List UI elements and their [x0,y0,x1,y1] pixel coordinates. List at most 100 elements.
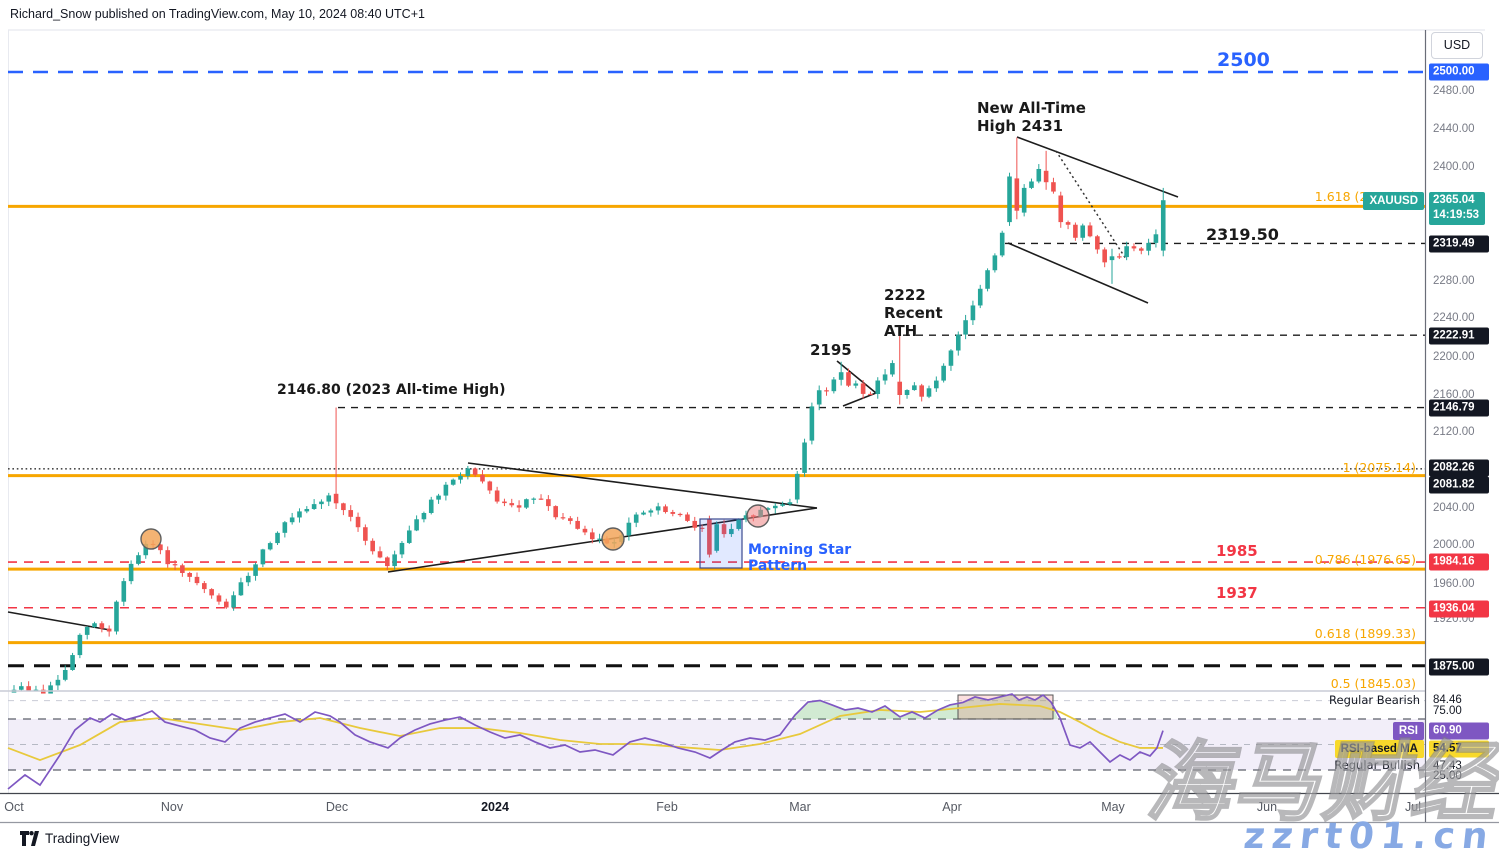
candle-body [480,474,485,482]
candle-body [62,670,68,680]
candle-body [1131,246,1137,249]
candle-body [487,481,493,491]
candle-body [948,350,954,366]
candle-body [385,557,390,567]
tradingview-brand[interactable]: TradingView [20,831,119,846]
annotation-morning-star[interactable]: Morning Star Pattern [748,542,851,574]
candle-body [311,504,317,509]
annotation-lbl-2195[interactable]: 2195 [810,341,852,359]
annotation-lbl-2500[interactable]: 2500 [1217,49,1270,71]
candle-body [1102,249,1107,263]
candle-body [494,490,500,502]
candle-body [260,549,266,565]
trendline-pennant-upper[interactable] [836,360,877,394]
month-label-Mar: Mar [789,800,811,814]
candle-body [216,595,222,602]
candle-body [875,380,881,395]
candle-body [143,543,149,556]
candle-body [890,363,895,375]
annotation-lbl-1937[interactable]: 1937 [1216,584,1258,602]
candle-body [941,365,946,381]
last-price-chip: 2365.04 14:19:53 [1429,192,1485,225]
annotation-lbl-2146-80[interactable]: 2146.80 (2023 All-time High) [277,382,505,398]
candle-body [121,581,127,602]
axis-tick-47.43: 47.43 [1433,760,1462,772]
candle-body [897,381,903,395]
candle-body [436,495,441,500]
price-chip-2081.82: 2081.82 [1429,476,1489,494]
axis-tick-2040.00: 2040.00 [1433,502,1475,514]
candle-body [838,372,844,380]
annotation-fib-lbl-1[interactable]: 1 (2075.14) [1343,460,1416,475]
time-axis[interactable]: Oct Nov Dec 2024 Feb Mar Apr May Jun Jul [0,796,1425,822]
candle-body [707,518,712,555]
candle-body [531,498,537,500]
candle-body [589,532,595,540]
candle-body [202,583,207,590]
candle-body [267,543,273,550]
price-chip-2500.00: 2500.00 [1429,63,1489,81]
candle-body [392,554,397,567]
month-label-May: May [1101,800,1125,814]
candle-body [355,516,361,528]
circle-highlight-trendline-retest[interactable] [746,504,770,528]
trendline-channel-upper[interactable] [1016,136,1179,198]
axis-tick-2200.00: 2200.00 [1433,351,1475,363]
candle-body [560,517,566,519]
candle-body [977,288,983,306]
candle-body [377,551,383,558]
candle-body [509,503,515,506]
candle-body [970,305,976,321]
price-axis[interactable]: USD 2480.00 2440.00 2400.00 2280.00 2240.00 2… [1426,30,1499,822]
month-label-Apr: Apr [942,800,962,814]
axis-tick-2440.00: 2440.00 [1433,123,1475,135]
candle-body [245,575,251,583]
trendline-triangle-upper[interactable] [467,462,818,509]
candle-body [626,522,632,536]
trendline-channel-lower[interactable] [1007,242,1149,304]
annotation-fib-lbl-0618[interactable]: 0.618 (1899.33) [1315,626,1416,641]
candle-body [1014,178,1020,211]
dotted-decline-dotted[interactable] [1055,150,1127,260]
candlesticks [11,137,1166,694]
annotation-new-all-time-high[interactable]: New All-Time High 2431 [977,99,1086,135]
annotation-lbl-1985[interactable]: 1985 [1216,542,1258,560]
candle-body [333,493,339,504]
month-label-Oct: Oct [4,800,24,814]
candle-body [48,685,53,694]
candle-body [399,542,405,555]
axis-tick-2400.00: 2400.00 [1433,161,1475,173]
candle-body [136,555,141,564]
candle-body [721,524,727,535]
annotation-regular-bearish[interactable]: Regular Bearish [1329,693,1420,707]
candle-body [765,508,771,510]
annotation-lbl-2319-50[interactable]: 2319.50 [1206,225,1279,244]
candle-body [926,388,932,397]
pattern-highlights [140,504,770,569]
candle-body [809,406,815,441]
currency-button[interactable]: USD [1431,32,1483,59]
annotation-recent-ath[interactable]: 2222 Recent ATH [884,286,943,340]
candle-body [77,634,83,656]
rsi-ma-chip: RSI-based MA [1334,740,1424,758]
annotation-regular-bullish[interactable]: Regular Bullish [1334,758,1420,772]
candle-body [729,528,734,535]
candle-body [663,506,668,513]
candle-body [165,550,171,565]
trendline-pennant-lower[interactable] [842,392,877,407]
candle-body [655,506,661,511]
candle-body [516,505,522,508]
circle-highlight-oct-high[interactable] [140,528,162,550]
annotation-fib-lbl-0786[interactable]: 0.786 (1976.65) [1315,552,1416,567]
circle-highlight-feb-low[interactable] [601,527,625,551]
price-chip-2222.91: 2222.91 [1429,327,1489,345]
candle-body [736,519,741,529]
price-chip-2319.49: 2319.49 [1429,235,1489,253]
month-label-Jul: Jul [1405,800,1421,814]
candle-body [743,515,749,520]
candle-body [253,564,258,576]
annotation-fib-lbl-05[interactable]: 0.5 (1845.03) [1331,676,1416,691]
rect-morning-star-box[interactable] [699,518,743,569]
